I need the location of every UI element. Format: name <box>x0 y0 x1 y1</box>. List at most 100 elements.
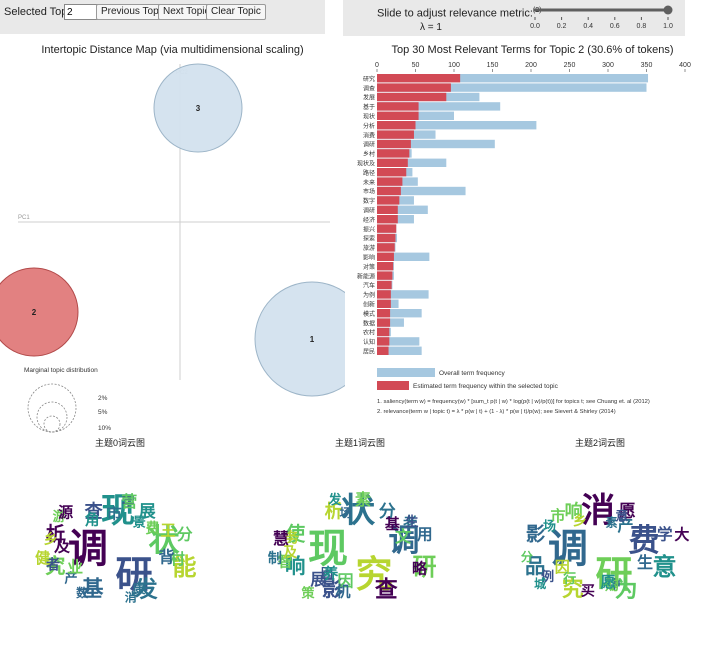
topic-label-1: 1 <box>310 335 315 344</box>
cloud-0-word: 究 <box>45 554 66 578</box>
term-label[interactable]: 影响 <box>363 254 375 262</box>
topic-bar <box>377 280 392 290</box>
overall-bar <box>377 252 430 261</box>
next-topic-button[interactable]: Next Topic <box>158 4 215 20</box>
term-label[interactable]: 数据 <box>363 319 375 327</box>
term-label[interactable]: 振兴 <box>363 225 375 233</box>
term-label[interactable]: 消费 <box>363 131 375 139</box>
x-tick-label: 300 <box>602 62 614 69</box>
cloud-1-word: 发 <box>327 492 342 507</box>
cloud-1-word: 基 <box>384 515 401 533</box>
overall-bar <box>377 102 501 111</box>
term-label[interactable]: 基于 <box>363 103 375 111</box>
cloud-0-word: 源 <box>58 503 73 521</box>
topic-bar <box>377 290 391 299</box>
topic-bar <box>377 346 389 355</box>
topic-bar <box>377 74 461 83</box>
term-label[interactable]: 未来 <box>363 178 375 186</box>
term-label[interactable]: 为例 <box>363 291 375 299</box>
overall-bar <box>377 139 495 149</box>
topic-bar <box>377 327 390 337</box>
slider-thumb[interactable] <box>663 5 673 15</box>
clear-topic-button[interactable]: Clear Topic <box>206 4 266 20</box>
cloud-1-word: 智 <box>278 553 293 571</box>
cloud-1-word: 因 <box>321 565 333 580</box>
term-label[interactable]: 模式 <box>363 310 375 318</box>
x-tick-label: 250 <box>564 62 576 69</box>
topic-bar <box>377 337 390 346</box>
topic-circle-1[interactable] <box>254 281 345 397</box>
term-label[interactable]: 现状 <box>363 113 375 121</box>
term-label[interactable]: 汽车 <box>363 282 375 290</box>
cloud-1-title: 主题1词云图 <box>334 438 385 448</box>
selected-topic-input[interactable] <box>64 4 98 20</box>
term-label[interactable]: 新能源 <box>357 272 375 280</box>
note-saliency: 1. saliency(term w) = frequency(w) * [su… <box>377 399 650 405</box>
cloud-2-word: 中 <box>609 576 621 591</box>
cloud-0-word: 游 <box>53 509 66 524</box>
term-label[interactable]: 调研 <box>363 141 375 149</box>
marginal-circle <box>36 401 68 433</box>
cloud-2-word: 场 <box>543 518 556 533</box>
topic-bar <box>377 168 407 177</box>
term-label[interactable]: 居民 <box>363 349 375 356</box>
cloud-1-word: 养 <box>322 564 339 582</box>
slider-tick-label: 0.0 <box>530 23 540 30</box>
cloud-1-word: 用 <box>417 526 433 544</box>
term-label[interactable]: 认知 <box>363 338 375 346</box>
cloud-1-word: 调 <box>389 523 420 558</box>
relevance-slider[interactable]: 0.0 0.2 0.4 0.6 0.8 1.0 <box>343 0 685 36</box>
term-label[interactable]: 旅游 <box>363 244 375 252</box>
overall-bar <box>377 205 428 214</box>
term-label[interactable]: 对策 <box>363 263 375 271</box>
cloud-2-word: 影 <box>526 523 545 545</box>
slider-label-text: Slide to adjust relevance metric: <box>377 7 533 20</box>
marginal-label: 5% <box>98 409 108 416</box>
term-label[interactable]: 探索 <box>363 235 375 243</box>
cloud-1-word: 现 <box>308 527 348 571</box>
term-label[interactable]: 分析 <box>363 122 375 130</box>
cloud-1-word: 影 <box>322 576 344 601</box>
overall-bar <box>377 309 422 318</box>
term-label[interactable]: 现状及 <box>357 160 375 168</box>
cloud-2-word: 买 <box>581 583 595 599</box>
cloud-2-word: 购 <box>605 577 619 593</box>
topic-bar <box>377 233 396 243</box>
cloud-1-word: 略 <box>412 560 428 578</box>
cloud-0-word: 业 <box>67 559 83 577</box>
bar-chart-title: Top 30 Most Relevant Terms for Topic 2 (… <box>391 44 674 56</box>
term-label[interactable]: 数字 <box>363 197 375 205</box>
cloud-0-word: 者 <box>46 556 60 572</box>
marginal-circle <box>27 383 77 433</box>
topic-bar <box>377 158 408 167</box>
term-label[interactable]: 经济 <box>363 216 375 224</box>
term-label[interactable]: 调研 <box>363 207 375 215</box>
cloud-0-word: 析 <box>46 522 65 545</box>
term-label[interactable]: 创新 <box>363 301 375 309</box>
term-label[interactable]: 调查 <box>363 84 375 92</box>
slider-tick-label: 0.4 <box>583 23 593 30</box>
term-label[interactable]: 农村 <box>363 329 375 337</box>
term-label[interactable]: 路径 <box>363 169 375 177</box>
topic-bar <box>377 92 447 102</box>
previous-topic-button[interactable]: Previous Topic <box>96 4 171 20</box>
cloud-2-word: 分 <box>521 549 533 564</box>
cloud-0-word: 市 <box>107 504 122 522</box>
term-label[interactable]: 乡村 <box>363 150 375 158</box>
topic-circle-2[interactable] <box>0 267 79 357</box>
cloud-2-word: 研 <box>596 554 633 595</box>
topic-bar <box>377 111 419 120</box>
term-label[interactable]: 发展 <box>363 94 375 102</box>
cloud-2-word: 因 <box>555 559 570 576</box>
topic-bar <box>377 139 411 149</box>
cloud-0-word: 基 <box>82 576 104 601</box>
topic-circle-3[interactable] <box>153 63 243 153</box>
cloud-1-word: 策 <box>302 586 316 601</box>
term-label[interactable]: 市场 <box>363 188 375 196</box>
cloud-0-word: 研 <box>116 554 153 595</box>
cloud-0-word: 角 <box>85 510 100 528</box>
cloud-2-word: 产 <box>618 516 634 535</box>
cloud-2-word: 意 <box>615 509 628 524</box>
term-label[interactable]: 研究 <box>363 75 375 83</box>
